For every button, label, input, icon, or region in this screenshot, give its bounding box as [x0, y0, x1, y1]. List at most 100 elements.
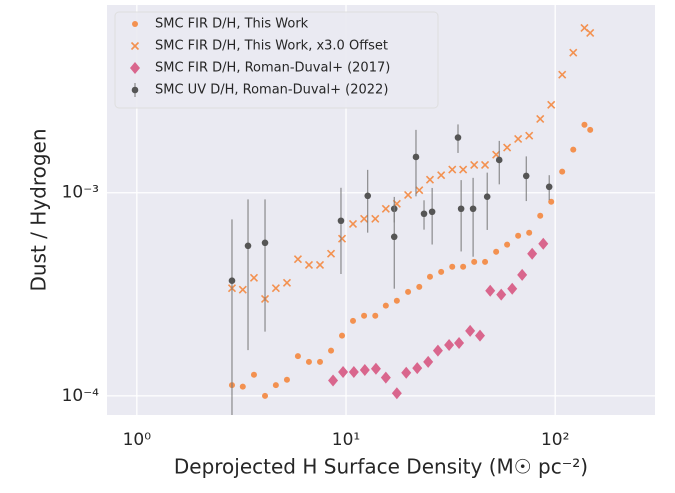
x-tick-label: 10²	[541, 430, 569, 450]
diamond	[359, 364, 370, 377]
x-stroke	[480, 160, 490, 170]
x-stroke	[586, 28, 595, 38]
point	[228, 277, 236, 284]
x-marker	[448, 165, 457, 174]
x-marker	[315, 260, 325, 270]
diamond	[328, 374, 339, 387]
x-marker	[238, 285, 247, 294]
point	[294, 353, 301, 360]
legend-label: SMC FIR D/H, This Work, x3.0 Offset	[155, 39, 388, 54]
diamond	[370, 362, 381, 375]
x-stroke	[437, 171, 446, 180]
x-marker	[547, 100, 556, 109]
diamond	[391, 387, 402, 400]
diamond	[412, 362, 423, 375]
x-marker	[371, 214, 380, 223]
x-stroke	[315, 260, 325, 270]
point	[262, 392, 269, 399]
x-stroke	[470, 160, 479, 170]
diamond	[338, 366, 349, 379]
legend-label: SMC FIR D/H, Roman-Duval+ (2017)	[155, 61, 390, 76]
point	[428, 208, 436, 216]
x-stroke	[348, 219, 358, 229]
diamond	[432, 344, 443, 357]
x-marker	[437, 171, 446, 180]
point	[548, 198, 555, 205]
x-marker	[249, 273, 259, 282]
x-marker	[586, 28, 595, 38]
point	[305, 358, 312, 365]
y-tick-label: 10⁻³	[62, 183, 99, 203]
x-stroke	[492, 150, 501, 159]
point	[393, 297, 400, 304]
point	[412, 153, 420, 161]
x-stroke	[360, 214, 369, 223]
point	[131, 86, 139, 94]
point	[337, 217, 345, 225]
point	[426, 273, 433, 280]
plot-marks	[227, 23, 595, 415]
x-stroke	[326, 249, 336, 258]
point	[339, 332, 346, 339]
x-stroke	[415, 186, 424, 195]
point	[493, 248, 500, 255]
point	[350, 317, 357, 324]
x-marker	[326, 249, 336, 258]
diamond	[401, 366, 412, 379]
x-stroke	[569, 48, 578, 57]
x-marker	[130, 41, 140, 51]
x-marker	[348, 219, 358, 229]
point	[449, 263, 456, 270]
diamond	[507, 282, 518, 295]
x-marker	[337, 234, 347, 243]
point	[457, 205, 465, 213]
diamond	[485, 284, 496, 297]
diamond	[527, 247, 538, 260]
x-stroke	[381, 204, 390, 213]
point	[390, 233, 398, 241]
point	[559, 168, 566, 175]
point	[570, 146, 577, 153]
diamond	[474, 329, 485, 342]
x-stroke	[514, 134, 523, 144]
legend-box	[114, 11, 439, 109]
point	[504, 241, 511, 248]
x-marker	[360, 214, 369, 223]
diamond	[423, 355, 434, 368]
point	[382, 302, 389, 309]
x-stroke	[580, 23, 589, 32]
point	[454, 134, 462, 141]
x-marker	[381, 204, 390, 213]
diamond	[538, 237, 549, 250]
diamond	[454, 337, 465, 350]
x-stroke	[448, 165, 457, 174]
x-stroke	[525, 131, 534, 140]
point	[522, 172, 530, 180]
x-marker	[282, 278, 292, 287]
x-marker	[558, 70, 567, 79]
y-axis-label: Dust / Hydrogen	[27, 128, 51, 291]
legend-marker	[132, 21, 138, 27]
point	[328, 347, 335, 354]
x-marker	[404, 190, 413, 200]
x-marker	[304, 260, 314, 270]
point	[469, 205, 477, 213]
x-stroke	[337, 234, 347, 243]
legend-label: SMC UV D/H, Roman-Duval+ (2022)	[155, 83, 388, 98]
x-stroke	[404, 190, 413, 200]
x-marker	[525, 131, 534, 140]
point	[460, 263, 467, 270]
point	[420, 210, 428, 218]
point	[244, 242, 252, 250]
point	[483, 193, 491, 201]
point	[537, 212, 544, 219]
x-stroke	[459, 165, 468, 174]
x-stroke	[249, 273, 259, 282]
x-marker	[425, 175, 435, 184]
point	[361, 312, 368, 319]
point	[587, 126, 594, 133]
diamond	[380, 371, 391, 384]
x-stroke	[271, 284, 280, 293]
x-stroke	[503, 143, 512, 152]
